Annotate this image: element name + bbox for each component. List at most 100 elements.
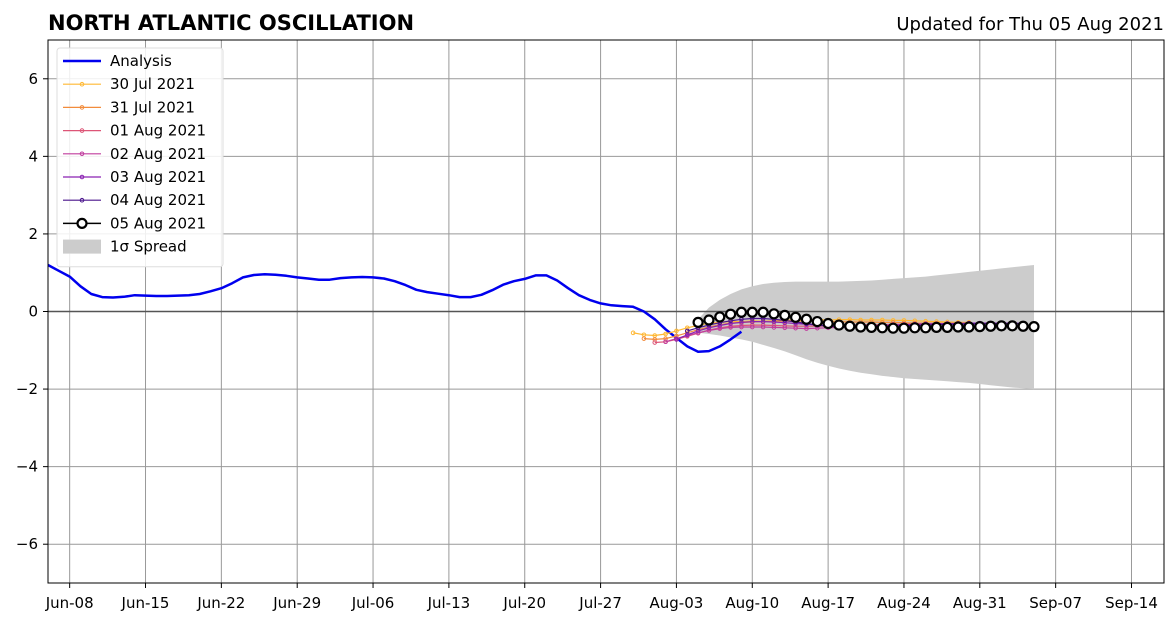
forecast-point: [725, 308, 737, 320]
legend-label: 01 Aug 2021: [110, 122, 206, 140]
legend-marker: [79, 151, 85, 157]
forecast-point: [833, 319, 845, 331]
legend-marker: [76, 217, 88, 229]
forecast-point: [1028, 321, 1040, 333]
forecast-point: [706, 325, 712, 331]
forecast-point: [800, 313, 813, 325]
y-tick-label: 0: [28, 303, 38, 321]
legend-label: 02 Aug 2021: [110, 145, 206, 163]
x-tick-label: Jul-20: [502, 594, 546, 612]
forecast-point: [749, 324, 755, 330]
legend-label: 31 Jul 2021: [110, 98, 195, 116]
legend-label: 1σ Spread: [110, 238, 187, 256]
x-tick-label: Aug-10: [725, 594, 779, 612]
forecast-point: [717, 323, 723, 328]
legend-marker: [79, 81, 85, 87]
x-tick-label: Aug-03: [650, 594, 704, 612]
forecast-point: [804, 326, 809, 331]
x-tick-label: Jul-13: [427, 594, 471, 612]
x-tick-label: Jul-27: [578, 594, 622, 612]
forecast-point: [771, 325, 777, 330]
chart-title: NORTH ATLANTIC OSCILLATION: [48, 11, 414, 35]
forecast-point: [930, 321, 943, 334]
forecast-point: [746, 306, 758, 318]
x-tick-label: Aug-17: [801, 594, 855, 612]
forecast-point: [909, 322, 921, 334]
forecast-point: [952, 321, 964, 333]
y-tick-label: 4: [28, 147, 38, 165]
legend-label: 03 Aug 2021: [110, 168, 206, 186]
forecast-point: [652, 340, 658, 345]
forecast-point: [663, 331, 668, 337]
forecast-point: [790, 311, 802, 323]
forecast-point: [822, 317, 834, 330]
legend-label: 04 Aug 2021: [110, 191, 206, 209]
forecast-point: [887, 322, 899, 334]
forecast-point: [974, 321, 986, 333]
x-tick-label: Sep-07: [1029, 594, 1082, 612]
forecast-point: [876, 322, 888, 334]
forecast-point: [1006, 320, 1018, 332]
forecast-point: [898, 322, 910, 334]
x-tick-label: Jun-08: [45, 594, 94, 612]
forecast-point: [735, 306, 748, 318]
forecast-layer: [630, 306, 1040, 345]
x-tick-label: Jun-29: [272, 594, 321, 612]
forecast-point: [779, 309, 791, 321]
forecast-point: [771, 319, 777, 325]
legend-label: 30 Jul 2021: [110, 75, 195, 93]
forecast-point: [1017, 320, 1029, 332]
legend-marker: [79, 105, 85, 110]
forecast-point: [865, 321, 878, 334]
forecast-point: [855, 321, 867, 333]
forecast-point: [684, 328, 690, 334]
y-tick-label: −4: [16, 458, 38, 476]
legend-label: Analysis: [110, 52, 172, 70]
y-tick-label: 2: [28, 225, 38, 243]
y-axis: −6 −4 −2 0 2 4 6: [16, 70, 48, 553]
legend-label: 05 Aug 2021: [110, 214, 206, 232]
analysis-line: [47, 263, 743, 354]
forecast-point: [963, 321, 975, 333]
legend-marker: [79, 197, 85, 203]
forecast-point: [641, 336, 647, 341]
legend-marker: [79, 174, 85, 180]
forecast-series: [692, 306, 1040, 334]
forecast-point: [811, 315, 823, 328]
forecast-point: [985, 320, 997, 332]
x-tick-label: Aug-31: [953, 594, 1007, 612]
analysis-layer: [47, 263, 743, 354]
x-axis: Jun-08 Jun-15 Jun-22 Jun-29 Jul-06 Jul-13 Jul-…: [45, 583, 1158, 612]
forecast-point: [782, 325, 788, 331]
forecast-point: [692, 316, 704, 328]
forecast-point: [757, 306, 769, 318]
legend: Analysis 30 Jul 2021 31 Jul 2021 01 Aug 202…: [56, 47, 224, 268]
y-tick-label: 6: [28, 70, 38, 88]
forecast-point: [920, 322, 932, 334]
forecast-point: [739, 324, 744, 330]
x-tick-label: Jun-22: [196, 594, 245, 612]
forecast-point: [674, 337, 679, 342]
forecast-point: [995, 320, 1008, 332]
y-tick-label: −6: [16, 535, 38, 553]
legend-swatch: [63, 239, 101, 254]
legend-marker: [79, 128, 85, 133]
forecast-point: [760, 324, 766, 330]
forecast-point: [793, 325, 798, 331]
y-tick-label: −2: [16, 380, 38, 398]
forecast-point: [714, 311, 726, 323]
forecast-point: [768, 308, 780, 320]
x-tick-label: Aug-24: [877, 594, 931, 612]
forecast-point: [674, 328, 679, 334]
chart-subtitle: Updated for Thu 05 Aug 2021: [896, 14, 1164, 35]
forecast-point: [663, 339, 668, 345]
forecast-point: [630, 330, 636, 336]
forecast-point: [706, 328, 712, 333]
forecast-point: [941, 321, 953, 334]
forecast-point: [844, 320, 856, 332]
x-tick-label: Jun-15: [121, 594, 170, 612]
legend-box: [56, 47, 224, 268]
forecast-point: [728, 321, 733, 326]
x-tick-label: Sep-14: [1105, 594, 1158, 612]
